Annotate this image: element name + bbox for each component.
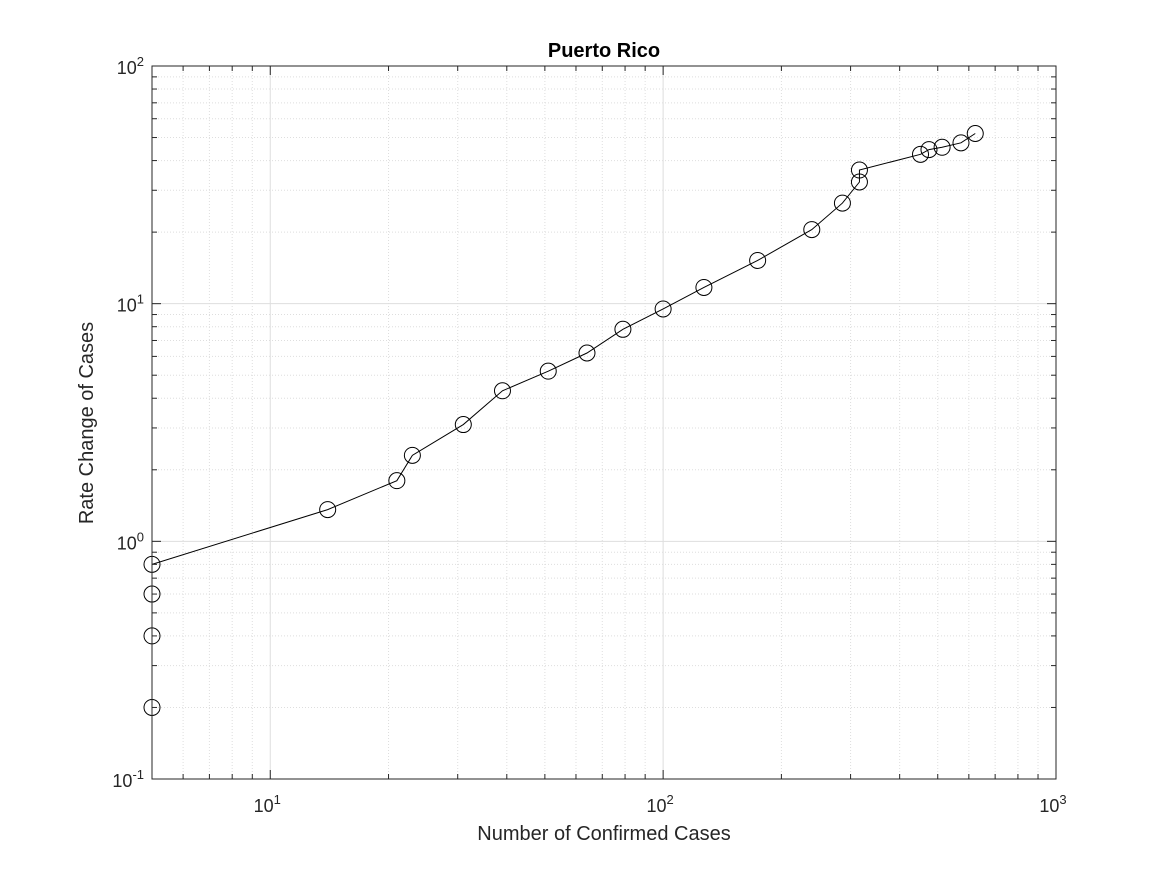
data-point xyxy=(614,320,632,338)
data-point xyxy=(749,251,767,269)
data-point xyxy=(654,300,672,318)
data-point xyxy=(850,161,868,179)
series-markers xyxy=(143,124,984,716)
data-point xyxy=(912,145,930,163)
axis-ticks xyxy=(151,65,1057,780)
x-tick-label: 103 xyxy=(1039,792,1066,816)
y-tick-labels: 10-1 100 101 102 xyxy=(112,54,144,791)
data-point xyxy=(493,382,511,400)
data-point xyxy=(803,221,821,239)
data-point xyxy=(933,138,951,156)
data-point xyxy=(850,173,868,191)
data-point xyxy=(578,344,596,362)
data-point xyxy=(539,362,557,380)
x-tick-label: 101 xyxy=(254,792,281,816)
y-tick-label: 10-1 xyxy=(112,767,144,791)
x-tick-label: 102 xyxy=(646,792,673,816)
x-axis-label: Number of Confirmed Cases xyxy=(477,823,730,845)
data-point xyxy=(454,416,472,434)
y-tick-label: 101 xyxy=(117,292,144,316)
y-axis-label: Rate Change of Cases xyxy=(76,322,98,524)
data-point xyxy=(952,134,970,152)
data-point xyxy=(833,194,851,212)
minor-grid xyxy=(151,66,1056,779)
x-tick-labels: 101 102 103 xyxy=(254,792,1067,816)
data-point xyxy=(920,141,938,159)
chart-title: Puerto Rico xyxy=(548,40,660,62)
data-point xyxy=(403,446,421,464)
data-point xyxy=(388,472,406,490)
y-tick-label: 102 xyxy=(117,54,144,78)
data-point xyxy=(966,124,984,142)
plot-frame xyxy=(151,65,1057,780)
y-tick-label: 100 xyxy=(117,529,144,553)
data-point xyxy=(319,501,337,519)
data-point xyxy=(695,278,713,296)
plot-area xyxy=(152,66,1056,779)
